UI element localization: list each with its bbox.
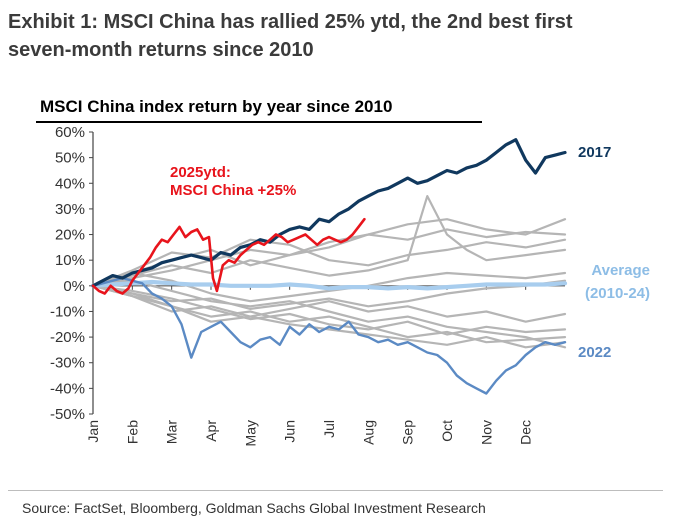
y-tick-label: 60% (55, 124, 85, 141)
series-line-year-4 (91, 218, 567, 287)
annotation-avg-line1: Average (591, 262, 650, 279)
series-line-2022 (91, 276, 567, 395)
chart-title-underline (36, 121, 482, 123)
series-line-average-2010-24 (90, 279, 568, 291)
series-line-year-8 (91, 271, 567, 303)
y-tick-label: 0% (63, 278, 85, 295)
source-note: Source: FactSet, Bloomberg, Goldman Sach… (22, 500, 486, 516)
line-chart: 60% 50% 40% 30% 20% 10% 0% -10% -20% -30% -40% -50%… (50, 124, 650, 446)
x-tick-label: Sep (400, 420, 416, 445)
y-tick-label: 20% (55, 227, 85, 244)
series-line-year-6 (91, 238, 567, 287)
exhibit-title-line1: Exhibit 1: MSCI China has rallied 25% yt… (8, 11, 573, 33)
series-line-year-11 (91, 284, 567, 336)
annotation-y2017-line1: 2017 (578, 144, 611, 161)
x-tick-label: Jan (85, 420, 101, 443)
x-tick-label: Jul (321, 420, 337, 438)
series-line-2017 (91, 138, 567, 288)
x-tick-label: Feb (124, 420, 140, 444)
y-tick-label: 10% (55, 252, 85, 269)
x-tick-label: Dec (518, 420, 534, 445)
y-tick-label: -50% (50, 406, 85, 423)
y-tick-label: 40% (55, 175, 85, 192)
x-tick-label: Mar (164, 420, 180, 444)
exhibit-title-line2: seven-month returns since 2010 (8, 39, 314, 61)
annotation-ytd-line2: MSCI China +25% (170, 182, 296, 199)
x-tick-label: Aug (360, 420, 376, 445)
series-line-year-7 (91, 195, 567, 287)
chart-title: MSCI China index return by year since 20… (40, 97, 393, 116)
y-tick-label: -40% (50, 380, 85, 397)
x-tick-label: Nov (478, 420, 494, 445)
annotation-y2022-line1: 2022 (578, 344, 611, 361)
y-tick-label: -30% (50, 355, 85, 372)
y-tick-label: 50% (55, 150, 85, 167)
x-tick-label: Jun (282, 420, 298, 443)
x-tick-label: May (242, 420, 258, 446)
annotation-avg-line2: (2010-24) (585, 285, 650, 302)
series-line-year-10 (91, 284, 567, 323)
series-line-year-9 (91, 279, 567, 310)
source-divider (8, 490, 663, 491)
series-line-year-14 (91, 279, 567, 349)
x-tick-label: Oct (439, 420, 455, 442)
annotation-ytd-line1: 2025ytd: (170, 164, 231, 181)
y-tick-label: -10% (50, 303, 85, 320)
y-tick-label: -20% (50, 329, 85, 346)
exhibit-title: Exhibit 1: MSCI China has rallied 25% yt… (8, 8, 658, 64)
y-tick-label: 30% (55, 201, 85, 218)
x-tick-label: Apr (203, 420, 219, 442)
series-line-2025ytd (91, 217, 366, 295)
